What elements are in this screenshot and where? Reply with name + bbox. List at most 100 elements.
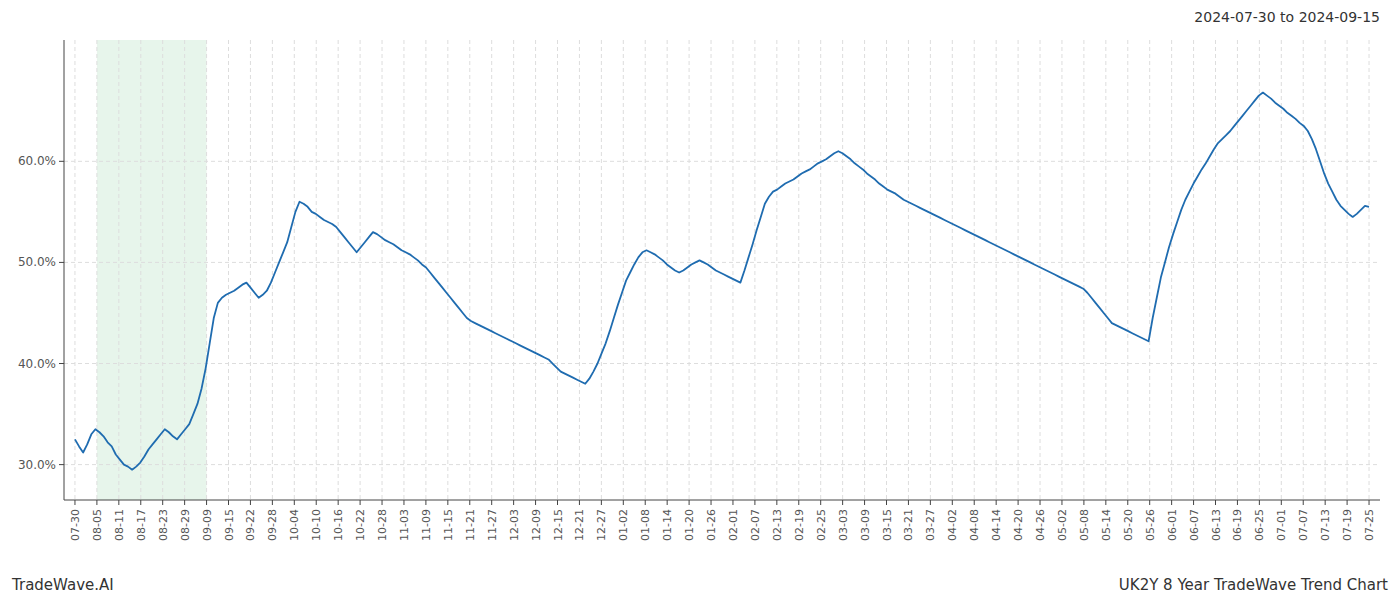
x-grid-line	[842, 40, 843, 500]
x-grid-line	[206, 40, 207, 500]
x-tick-label: 11-27	[486, 509, 499, 541]
x-grid-line	[382, 40, 383, 500]
x-tick-label: 01-14	[661, 509, 674, 541]
x-grid-line	[1369, 40, 1370, 500]
x-tick-label: 11-03	[398, 509, 411, 541]
x-tick	[754, 500, 755, 505]
x-tick-label: 02-25	[815, 509, 828, 541]
footer-right: UK2Y 8 Year TradeWave Trend Chart	[1119, 576, 1388, 594]
x-tick-label: 02-13	[771, 509, 784, 541]
x-tick	[250, 500, 251, 505]
x-grid-line	[1215, 40, 1216, 500]
x-grid-line	[1259, 40, 1260, 500]
x-grid-line	[272, 40, 273, 500]
x-tick	[228, 500, 229, 505]
x-tick-label: 03-09	[859, 509, 872, 541]
x-axis-line	[64, 500, 1380, 501]
x-grid-line	[689, 40, 690, 500]
x-grid-line	[864, 40, 865, 500]
x-tick	[579, 500, 580, 505]
x-tick	[996, 500, 997, 505]
x-tick-label: 09-15	[223, 509, 236, 541]
x-grid-line	[1018, 40, 1019, 500]
y-tick	[59, 161, 64, 162]
footer-left: TradeWave.AI	[11, 576, 114, 594]
x-grid-line	[294, 40, 295, 500]
x-grid-line	[1237, 40, 1238, 500]
y-grid-line	[64, 161, 1380, 162]
y-grid-line	[64, 262, 1380, 263]
x-tick-label: 12-15	[552, 509, 565, 541]
x-grid-line	[754, 40, 755, 500]
x-grid-line	[535, 40, 536, 500]
x-grid-line	[447, 40, 448, 500]
y-tick	[59, 262, 64, 263]
x-tick	[952, 500, 953, 505]
x-grid-line	[557, 40, 558, 500]
x-tick	[513, 500, 514, 505]
x-tick-label: 07-01	[1275, 509, 1288, 541]
x-grid-line	[1281, 40, 1282, 500]
x-tick	[1105, 500, 1106, 505]
x-grid-line	[886, 40, 887, 500]
x-tick	[338, 500, 339, 505]
x-grid-line	[250, 40, 251, 500]
x-grid-line	[908, 40, 909, 500]
x-tick	[74, 500, 75, 505]
x-grid-line	[1083, 40, 1084, 500]
x-tick	[1303, 500, 1304, 505]
x-tick	[1083, 500, 1084, 505]
line-group	[75, 93, 1369, 470]
x-tick-label: 08-17	[135, 509, 148, 541]
chart-container: 07-3008-0508-1108-1708-2308-2909-0909-15…	[0, 0, 1400, 600]
x-tick-label: 02-19	[793, 509, 806, 541]
x-tick	[1127, 500, 1128, 505]
x-tick-label: 12-27	[595, 509, 608, 541]
x-grid-line	[645, 40, 646, 500]
x-grid-line	[1303, 40, 1304, 500]
x-tick-label: 08-05	[91, 509, 104, 541]
x-tick-label: 06-25	[1253, 509, 1266, 541]
x-tick	[1347, 500, 1348, 505]
grid	[64, 40, 1380, 500]
x-tick	[1149, 500, 1150, 505]
axes: 07-3008-0508-1108-1708-2308-2909-0909-15…	[18, 40, 1380, 541]
x-tick-label: 10-04	[288, 509, 301, 541]
x-grid-line	[228, 40, 229, 500]
x-tick-label: 06-01	[1166, 509, 1179, 541]
x-tick-label: 05-02	[1056, 509, 1069, 541]
x-tick	[206, 500, 207, 505]
x-grid-line	[513, 40, 514, 500]
x-tick-label: 07-07	[1297, 509, 1310, 541]
x-tick-label: 12-03	[508, 509, 521, 541]
x-tick	[360, 500, 361, 505]
x-tick	[469, 500, 470, 505]
x-tick	[711, 500, 712, 505]
x-tick-label: 04-02	[946, 509, 959, 541]
x-tick	[732, 500, 733, 505]
x-grid-line	[798, 40, 799, 500]
x-tick	[1018, 500, 1019, 505]
x-tick	[1061, 500, 1062, 505]
x-tick-label: 08-29	[179, 509, 192, 541]
trend-line	[75, 93, 1369, 470]
x-tick	[162, 500, 163, 505]
x-tick	[382, 500, 383, 505]
x-tick-label: 11-15	[442, 509, 455, 541]
x-grid-line	[403, 40, 404, 500]
x-tick-label: 05-20	[1122, 509, 1135, 541]
x-tick	[96, 500, 97, 505]
y-tick-label: 50.0%	[18, 255, 56, 269]
x-grid-line	[140, 40, 141, 500]
x-tick	[184, 500, 185, 505]
x-tick	[118, 500, 119, 505]
x-tick-label: 04-08	[968, 509, 981, 541]
x-tick	[447, 500, 448, 505]
x-grid-line	[1061, 40, 1062, 500]
x-tick-label: 09-22	[244, 509, 257, 541]
x-grid-line	[491, 40, 492, 500]
x-tick	[886, 500, 887, 505]
y-tick	[59, 464, 64, 465]
x-grid-line	[118, 40, 119, 500]
x-tick	[403, 500, 404, 505]
